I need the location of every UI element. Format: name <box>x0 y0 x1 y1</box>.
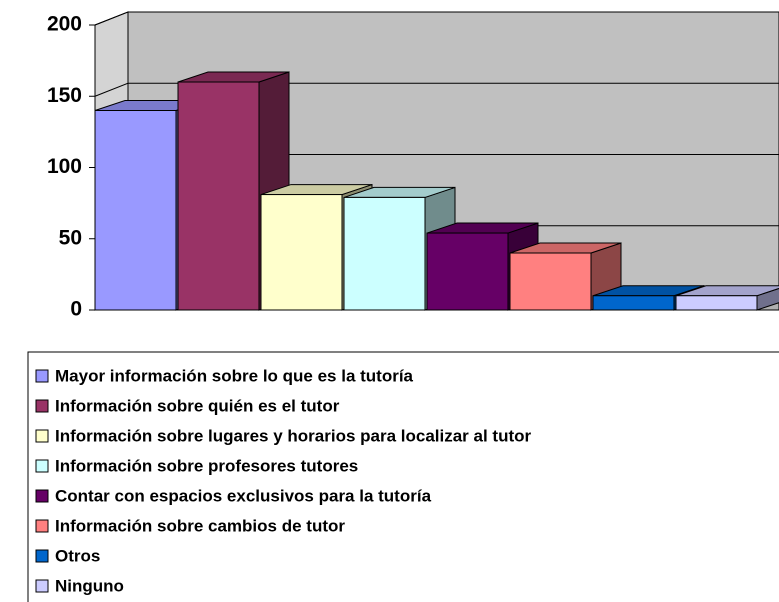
legend-label: Información sobre profesores tutores <box>55 456 358 475</box>
y-tick-label: 50 <box>59 226 82 249</box>
legend-label: Información sobre cambios de tutor <box>55 516 345 535</box>
y-tick-label: 100 <box>47 155 82 178</box>
bar <box>94 110 177 311</box>
grid-line <box>94 82 129 97</box>
bar <box>426 232 509 311</box>
legend-swatch <box>35 429 49 443</box>
legend-label: Información sobre quién es el tutor <box>55 396 340 415</box>
grid-line <box>94 11 129 26</box>
legend-label: Ninguno <box>55 576 124 595</box>
bar <box>260 194 343 311</box>
legend-label: Contar con espacios exclusivos para la t… <box>55 486 432 505</box>
legend-box <box>27 351 779 602</box>
y-tick-label: 0 <box>70 298 82 321</box>
y-tick-label: 150 <box>47 84 82 107</box>
legend-label: Mayor información sobre lo que es la tut… <box>55 366 414 385</box>
y-tick-label: 200 <box>47 13 82 36</box>
legend-swatch <box>35 399 49 413</box>
bar <box>177 81 260 311</box>
legend-swatch <box>35 459 49 473</box>
legend-label: Otros <box>55 546 100 565</box>
legend-swatch <box>35 369 49 383</box>
bar <box>675 295 758 311</box>
legend-swatch <box>35 579 49 593</box>
bar <box>592 295 675 311</box>
legend-label: Información sobre lugares y horarios par… <box>55 426 532 445</box>
bar <box>343 196 426 311</box>
bar <box>509 252 592 311</box>
legend-swatch <box>35 489 49 503</box>
legend-swatch <box>35 549 49 563</box>
legend-swatch <box>35 519 49 533</box>
